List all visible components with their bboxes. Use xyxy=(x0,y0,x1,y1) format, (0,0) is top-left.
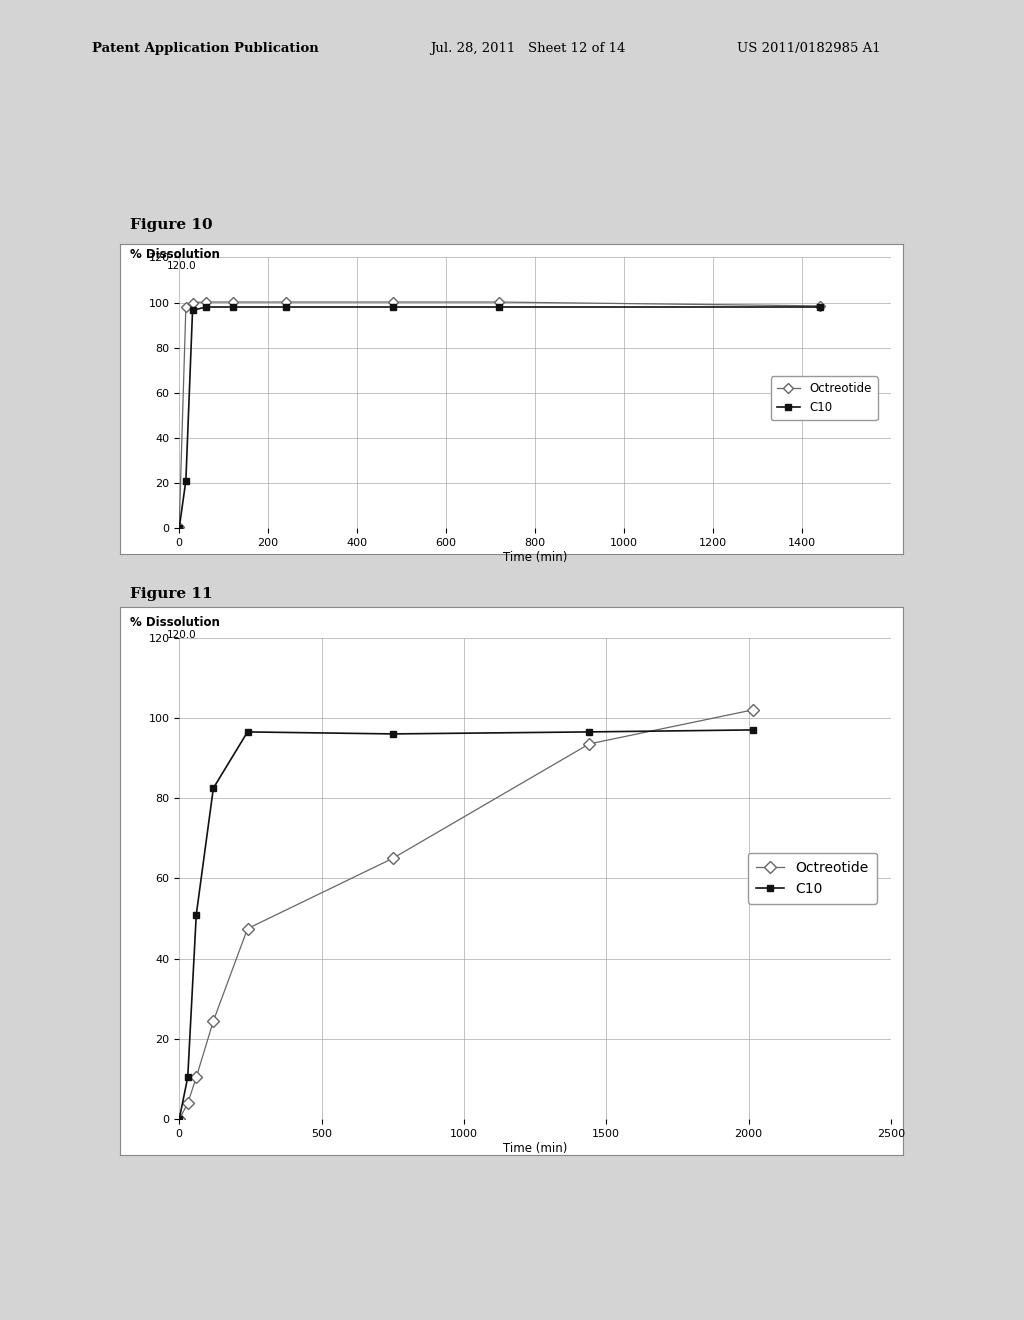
Text: Jul. 28, 2011   Sheet 12 of 14: Jul. 28, 2011 Sheet 12 of 14 xyxy=(430,42,626,55)
X-axis label: Time (min): Time (min) xyxy=(503,1142,567,1155)
X-axis label: Time (min): Time (min) xyxy=(503,550,567,564)
Text: US 2011/0182985 A1: US 2011/0182985 A1 xyxy=(737,42,881,55)
Text: 120.0: 120.0 xyxy=(167,630,197,640)
Text: 120.0: 120.0 xyxy=(167,261,197,272)
Text: % Dissolution: % Dissolution xyxy=(130,248,220,261)
Legend: Octreotide, C10: Octreotide, C10 xyxy=(771,376,878,420)
Legend: Octreotide, C10: Octreotide, C10 xyxy=(748,853,877,904)
Text: % Dissolution: % Dissolution xyxy=(130,616,220,630)
Text: Patent Application Publication: Patent Application Publication xyxy=(92,42,318,55)
Text: Figure 10: Figure 10 xyxy=(130,218,213,232)
Text: Figure 11: Figure 11 xyxy=(130,586,213,601)
